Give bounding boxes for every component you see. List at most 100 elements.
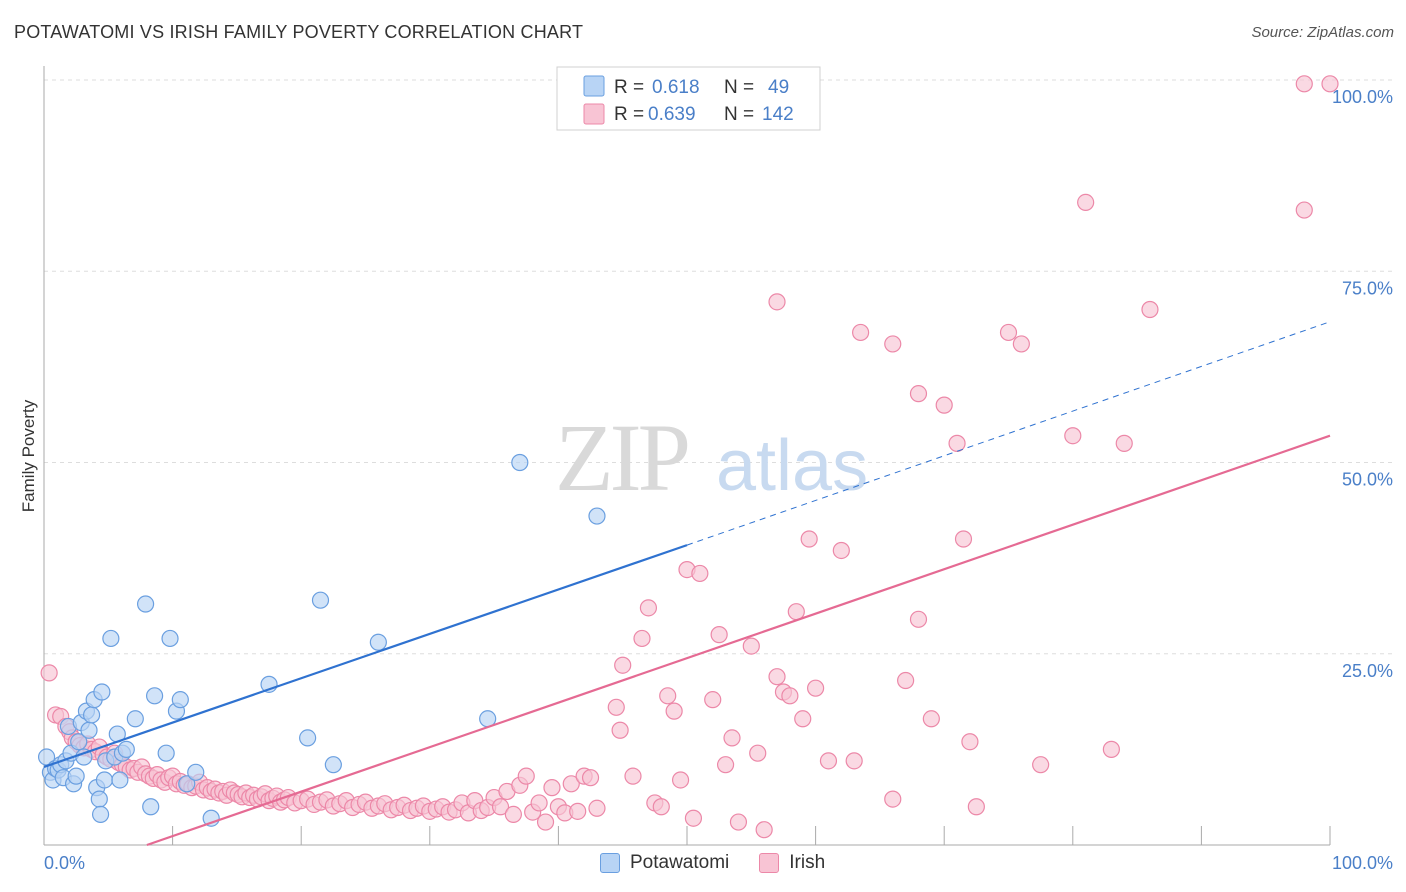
- irish-point: [684, 809, 703, 827]
- irish-point: [504, 805, 522, 824]
- legend-label-potawatomi: Potawatomi: [630, 852, 730, 873]
- irish-point: [562, 775, 580, 793]
- irish-point: [768, 668, 786, 686]
- legend-r-value: 0.639: [648, 104, 696, 125]
- irish-point: [40, 664, 58, 682]
- axis-layer: [43, 66, 1331, 846]
- irish-point: [1102, 740, 1120, 758]
- potawatomi-point: [117, 740, 135, 758]
- irish-point: [569, 802, 587, 820]
- legend-label-irish: Irish: [789, 852, 826, 873]
- potawatomi-trend-line: [43, 544, 688, 769]
- irish-point: [909, 385, 928, 403]
- irish-point: [1032, 756, 1050, 774]
- irish-point: [1295, 201, 1313, 219]
- irish-point: [967, 798, 985, 816]
- y-axis-label: Family Poverty: [19, 399, 38, 512]
- irish-point: [704, 691, 722, 709]
- irish-point: [723, 729, 741, 747]
- potawatomi-point: [311, 591, 330, 609]
- watermark-zip: ZIP: [555, 404, 688, 511]
- irish-point: [961, 733, 979, 751]
- potawatomi-point: [70, 733, 88, 751]
- irish-point: [671, 771, 690, 789]
- x-tick-labels: 0.0% 100.0%: [44, 853, 1393, 873]
- potawatomi-point: [145, 687, 164, 705]
- legend-n-value: 49: [768, 77, 789, 98]
- legend-swatch-irish: [583, 103, 605, 125]
- legend-r-label: R =: [614, 77, 644, 98]
- irish-point: [794, 710, 812, 728]
- potawatomi-point: [102, 629, 120, 648]
- potawatomi-swatch: [600, 853, 620, 873]
- y-tick-label: 25.0%: [1342, 661, 1393, 681]
- irish-point: [948, 434, 966, 452]
- irish-point: [517, 767, 535, 785]
- irish-point: [530, 794, 548, 812]
- irish-point: [652, 798, 670, 816]
- irish-point: [1321, 75, 1339, 93]
- irish-point: [832, 541, 850, 560]
- trend-layer: [43, 321, 1331, 847]
- potawatomi-point: [67, 767, 85, 785]
- points-layer: [37, 75, 1339, 839]
- irish-point: [781, 687, 799, 705]
- irish-point: [639, 599, 658, 617]
- irish-point: [819, 752, 838, 770]
- irish-point: [1295, 75, 1313, 93]
- irish-point: [1077, 193, 1095, 211]
- legend-swatch-potawatomi: [583, 75, 605, 97]
- irish-point: [491, 798, 510, 816]
- irish-point: [588, 799, 606, 817]
- irish-point: [607, 698, 625, 716]
- irish-point: [659, 687, 677, 705]
- potawatomi-point: [82, 706, 101, 724]
- watermark: ZIP atlas: [555, 404, 868, 511]
- irish-point: [884, 790, 902, 808]
- y-tick-labels: 25.0% 50.0% 75.0% 100.0%: [1332, 87, 1393, 681]
- potawatomi-point: [136, 595, 155, 613]
- potawatomi-point: [324, 756, 342, 774]
- legend-n-value: 142: [762, 104, 794, 125]
- irish-point: [935, 396, 953, 414]
- potawatomi-point: [588, 507, 606, 525]
- potawatomi-point: [299, 729, 317, 747]
- legend-r-label: R =: [614, 104, 644, 125]
- legend-r-value: 0.618: [652, 77, 700, 98]
- potawatomi-point: [171, 691, 189, 709]
- x-tick-label: 0.0%: [44, 853, 85, 873]
- irish-point: [710, 626, 728, 644]
- irish-swatch: [759, 853, 780, 873]
- irish-point: [922, 710, 940, 728]
- potawatomi-point: [111, 771, 129, 789]
- irish-point: [742, 637, 760, 655]
- bottom-legend: Potawatomi Irish: [600, 852, 855, 874]
- potawatomi-point: [90, 790, 108, 808]
- irish-point: [633, 629, 651, 648]
- irish-trend-line: [146, 434, 1331, 847]
- irish-point: [884, 335, 902, 353]
- potawatomi-point: [157, 744, 175, 762]
- irish-point: [768, 293, 786, 311]
- irish-point: [897, 671, 915, 690]
- potawatomi-point: [187, 763, 205, 781]
- irish-point: [1115, 434, 1133, 452]
- irish-point: [536, 813, 555, 831]
- irish-point: [1064, 427, 1082, 445]
- irish-point: [909, 610, 928, 628]
- x-tick-label: 100.0%: [1332, 853, 1393, 873]
- grid-layer: [44, 79, 1395, 655]
- irish-point: [624, 767, 642, 785]
- potawatomi-point: [369, 633, 387, 651]
- potawatomi-point: [91, 805, 110, 824]
- legend-n-label: N =: [724, 77, 754, 98]
- irish-point: [954, 530, 973, 548]
- potawatomi-point: [142, 798, 160, 816]
- irish-point: [800, 530, 818, 548]
- irish-point: [845, 752, 863, 770]
- watermark-atlas: atlas: [716, 426, 868, 506]
- potawatomi-point: [511, 453, 529, 472]
- irish-point: [729, 813, 748, 831]
- potawatomi-trend-extension: [686, 321, 1331, 546]
